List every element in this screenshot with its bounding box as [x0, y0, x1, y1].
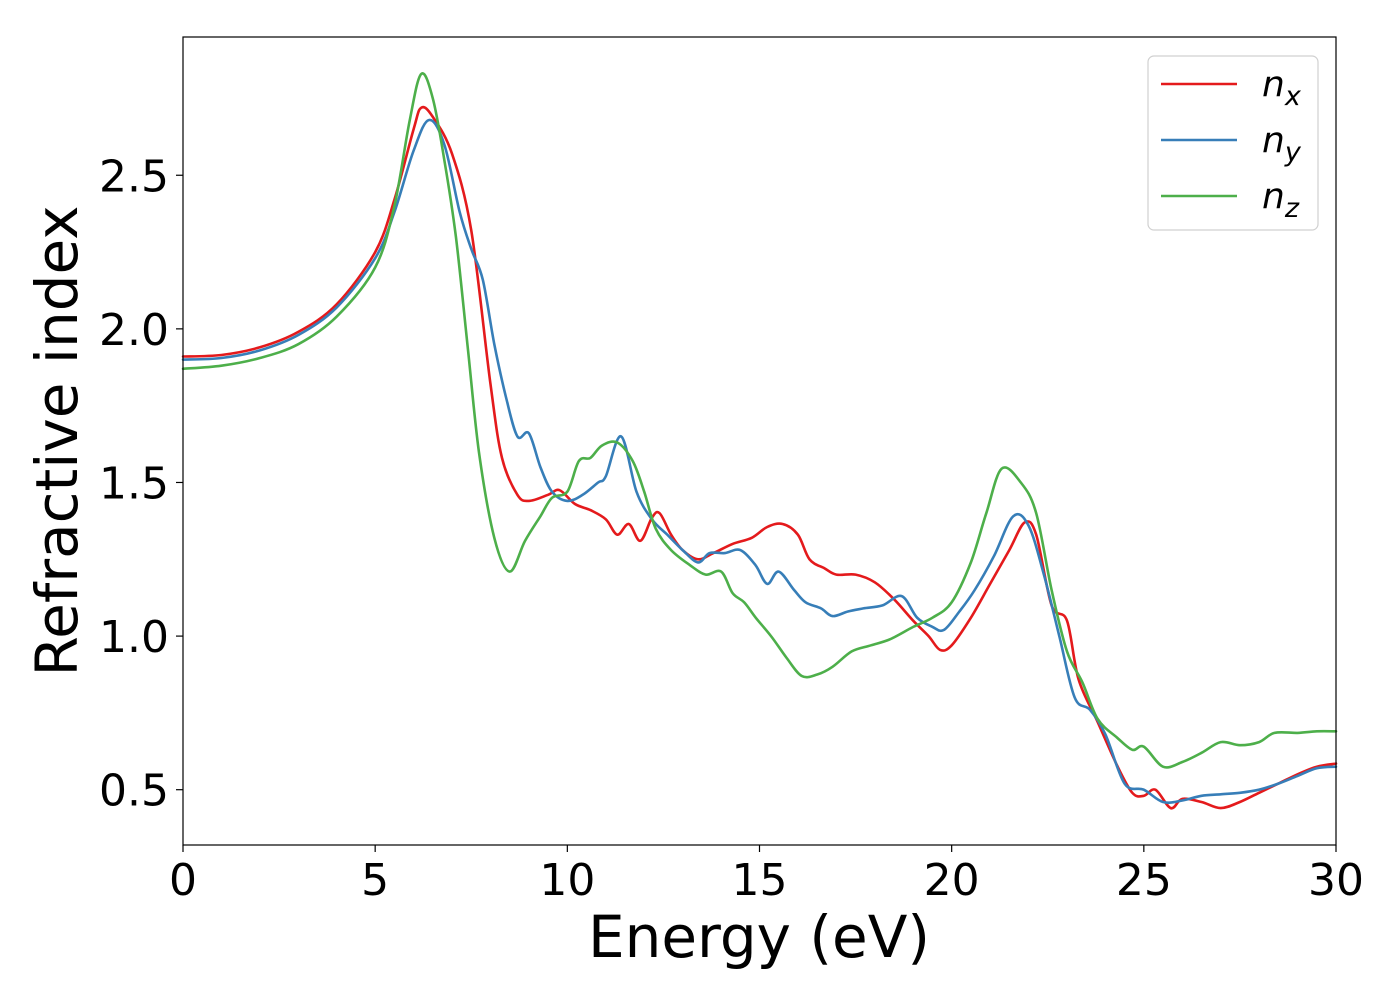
y-tick-label: 1.5 [99, 458, 169, 509]
x-axis-ticks: 0 5 10 15 20 25 30 [169, 845, 1364, 906]
y-axis-ticks: 0.5 1.0 1.5 2.0 2.5 [99, 151, 183, 817]
y-tick-label: 0.5 [99, 766, 169, 817]
y-tick-label: 2.0 [99, 305, 169, 356]
y-axis-label: Refractive index [23, 205, 91, 676]
x-tick-label: 5 [361, 855, 389, 906]
legend-subscript: y [1284, 137, 1302, 168]
series-layer [181, 72, 1338, 810]
x-axis-label: Energy (eV) [588, 903, 930, 971]
x-tick-label: 30 [1308, 855, 1364, 906]
legend-frame [1147, 55, 1319, 231]
legend-subscript: x [1284, 81, 1302, 112]
x-tick-label: 20 [924, 855, 980, 906]
y-tick-label: 1.0 [99, 612, 169, 663]
x-tick-label: 10 [539, 855, 595, 906]
series-line-nx [181, 105, 1338, 810]
x-tick-label: 0 [169, 855, 197, 906]
series-line-ny [181, 118, 1338, 804]
plot-area [183, 37, 1336, 845]
legend-subscript: z [1284, 193, 1300, 224]
series-line-nz [181, 72, 1338, 769]
x-tick-label: 25 [1116, 855, 1172, 906]
y-tick-label: 2.5 [99, 151, 169, 202]
x-tick-label: 15 [732, 855, 788, 906]
